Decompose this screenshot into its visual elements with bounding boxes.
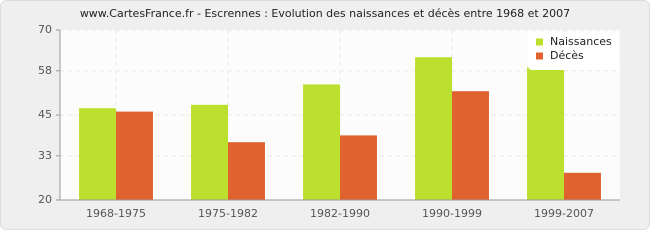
bar xyxy=(452,91,489,200)
x-tick-label: 1982-1990 xyxy=(310,207,370,220)
bar xyxy=(340,135,377,200)
x-tick-label: 1990-1999 xyxy=(422,207,482,220)
y-tick-label: 58 xyxy=(38,64,52,77)
x-tick-label: 1999-2007 xyxy=(534,207,594,220)
legend-box xyxy=(528,32,618,70)
bar xyxy=(527,67,564,201)
bar xyxy=(116,111,153,200)
y-tick-label: 20 xyxy=(38,193,52,206)
y-tick-label: 70 xyxy=(38,23,52,36)
legend-swatch xyxy=(536,38,543,46)
bar xyxy=(191,104,228,200)
bar xyxy=(415,57,452,201)
legend-label: Décès xyxy=(550,49,584,62)
x-tick-label: 1968-1975 xyxy=(86,207,146,220)
chart-title: www.CartesFrance.fr - Escrennes : Evolut… xyxy=(80,7,570,20)
bar xyxy=(79,108,116,200)
bar xyxy=(303,84,340,200)
y-tick-label: 45 xyxy=(38,108,52,121)
legend-label: Naissances xyxy=(550,35,612,48)
legend-swatch xyxy=(536,52,543,60)
chart: www.CartesFrance.fr - Escrennes : Evolut… xyxy=(0,0,650,230)
y-tick-label: 33 xyxy=(38,149,52,162)
bar xyxy=(564,172,601,200)
x-tick-label: 1975-1982 xyxy=(198,207,258,220)
bar xyxy=(228,142,265,200)
